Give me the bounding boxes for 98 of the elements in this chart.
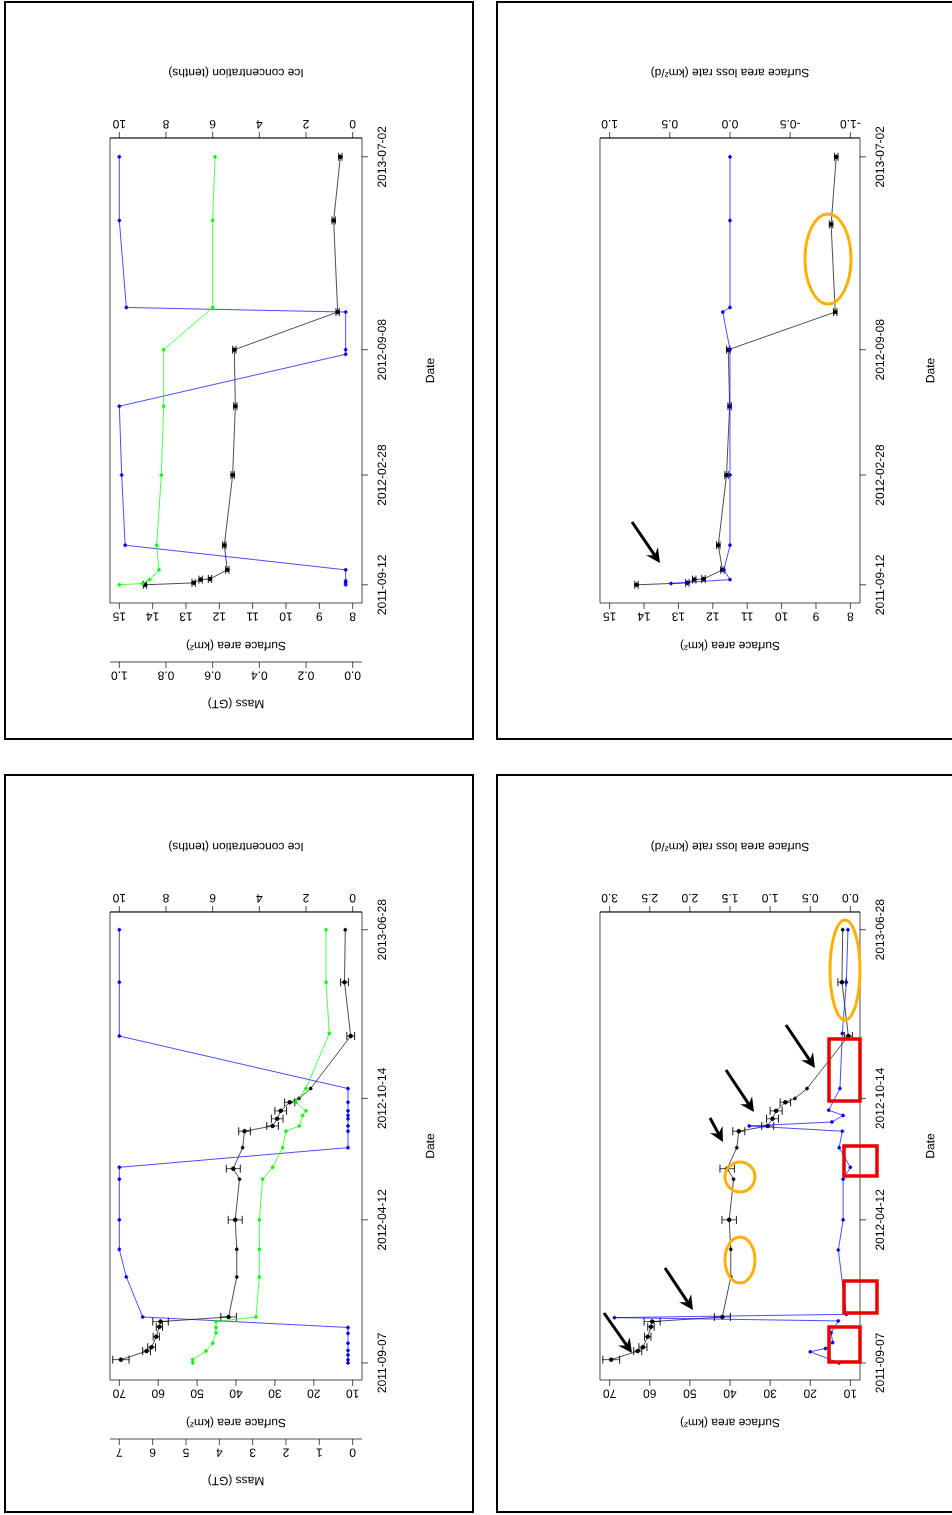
y-tick-label: 2012-09-08 [875,319,885,380]
x-axis-title: Mass (GT) [208,1474,264,1486]
x-tick-label: 11 [741,612,753,621]
x-tick-label: 50 [190,1389,204,1398]
x-tick-label: 0 [349,1448,356,1457]
x2-tick-label: -1.0 [840,120,861,129]
x-axis-title: Surface area (km²) [186,1416,286,1428]
x2-tick-label: -0.5 [780,120,800,129]
x-tick-label: 4 [216,1448,223,1457]
x2-tick-label: 0.0 [722,120,738,129]
x-tick-label: 5 [183,1448,189,1457]
y-tick-label: 2012-02-28 [875,444,885,506]
x-tick-label: 70 [603,1389,616,1398]
x-tick-label: 8 [847,612,854,621]
y-axis-title: Date [926,358,935,383]
x2-axis-title: Ice concentration (tenths) [169,840,303,852]
x2-tick-label: 8 [163,893,169,903]
x2-tick-label: 8 [163,120,169,129]
x-axis-title: Surface area (km²) [680,639,780,651]
y-tick-label: 2011-09-07 [875,1333,885,1393]
x2-tick-label: 0.5 [802,893,819,903]
y-axis-title: Date [926,1133,935,1158]
x-tick-label: 50 [683,1389,697,1398]
y-axis-title: Date [425,358,435,383]
x2-tick-label: 2 [303,120,309,129]
y-tick-label: 2012-10-14 [377,1068,387,1129]
x-tick-label: 12 [213,612,226,621]
x-axis-title: Mass (GT) [208,697,264,709]
x-tick-label: 20 [307,1389,320,1398]
x-tick-label: 14 [146,612,159,621]
x-tick-label: 30 [763,1389,777,1398]
x-tick-label: 1 [316,1448,322,1457]
x2-tick-label: 0.5 [661,120,678,129]
x-tick-label: 13 [672,612,685,621]
x-tick-label: 0.6 [204,671,221,680]
x-tick-label: 12 [706,612,719,621]
x-tick-label: 10 [775,612,788,621]
x-tick-label: 9 [316,612,323,621]
x-tick-label: 1.0 [111,671,127,680]
x2-tick-label: 1.0 [601,120,618,129]
x-tick-label: 6 [149,1448,156,1457]
y-tick-label: 2012-04-12 [875,1189,885,1250]
y-tick-label: 2013-07-02 [377,126,387,187]
x2-tick-label: 0 [349,120,356,129]
x2-tick-label: 0.0 [842,893,859,903]
x2-tick-label: 0 [349,893,356,903]
x-tick-label: 3 [249,1448,256,1457]
x-tick-label: 11 [247,612,258,621]
x-tick-label: 15 [113,612,126,621]
x-tick-label: 60 [152,1389,165,1398]
y-tick-label: 2011-09-07 [377,1333,387,1393]
y-axis-title: Date [425,1133,435,1158]
x2-tick-label: 4 [256,894,263,903]
y-tick-label: 2011-09-12 [875,555,885,615]
x-tick-label: 14 [637,612,650,621]
x-tick-label: 0.2 [298,671,314,680]
x-tick-label: 2 [283,1448,289,1457]
y-tick-label: 2012-04-12 [377,1189,387,1250]
x-tick-label: 60 [643,1389,656,1398]
x-tick-label: 10 [844,1389,857,1398]
x2-axis-title: Ice concentration (tenths) [169,66,303,78]
x2-tick-label: 2.0 [682,893,698,903]
x-tick-label: 0.4 [251,671,268,680]
x2-tick-label: 2.5 [641,893,658,903]
x2-axis-title: Surface area loss rate (km²/d) [651,840,809,852]
x2-axis-title: Surface area loss rate (km²/d) [651,66,809,78]
x-tick-label: 9 [813,612,819,621]
x-tick-label: 7 [116,1448,123,1457]
x-tick-label: 40 [229,1389,243,1398]
y-tick-label: 2013-06-28 [875,899,885,960]
x-tick-label: 10 [346,1389,359,1398]
x2-tick-label: 10 [113,120,126,129]
x2-tick-label: 4 [256,120,263,129]
x-tick-label: 70 [113,1389,126,1398]
x-tick-label: 40 [723,1389,737,1398]
x-tick-label: 0.0 [344,671,361,680]
y-tick-label: 2011-09-12 [377,555,387,615]
x-tick-label: 30 [268,1389,282,1398]
y-tick-label: 2012-09-08 [377,319,387,380]
x-tick-label: 15 [603,612,616,621]
x-tick-label: 0.8 [158,671,174,680]
x2-tick-label: 1.0 [762,893,778,903]
x-tick-label: 20 [804,1389,817,1398]
x-axis-title: Surface area (km²) [186,639,286,651]
x2-tick-label: 1.5 [722,894,738,903]
x-axis-title: Surface area (km²) [680,1416,780,1428]
x2-tick-label: 6 [209,120,216,129]
x2-tick-label: 10 [113,893,126,903]
y-tick-label: 2012-02-28 [377,444,387,506]
y-tick-label: 2012-10-14 [875,1068,885,1129]
x-tick-label: 8 [349,612,356,621]
y-tick-label: 2013-06-28 [377,899,387,960]
y-tick-label: 2013-07-02 [875,126,885,187]
x-tick-label: 13 [179,612,192,621]
x-tick-label: 10 [279,612,292,621]
x2-tick-label: 6 [209,893,216,903]
x2-tick-label: 2 [303,894,309,903]
x2-tick-label: 3.0 [601,893,618,903]
